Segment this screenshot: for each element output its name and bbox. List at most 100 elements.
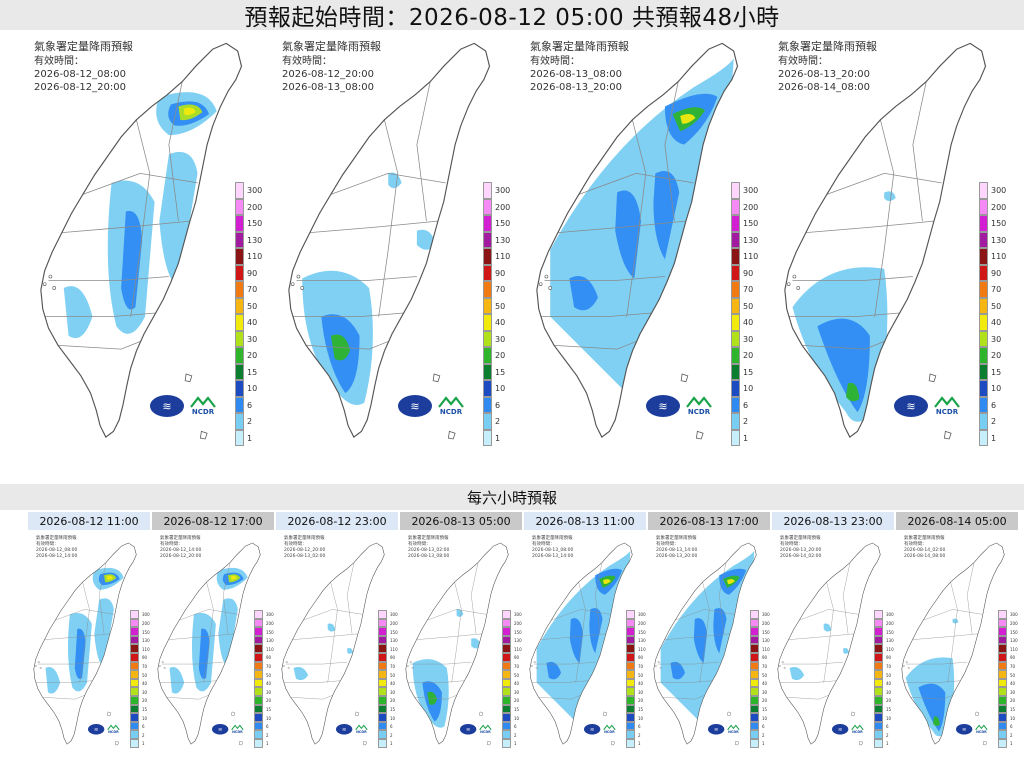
colorbar-cell (731, 347, 740, 364)
colorbar-level-label: 70 (142, 663, 148, 669)
six-hour-forecast-panel: 2026-08-14 05:00 300 200 150 130 110 90 70 50 40 3… (896, 512, 1018, 762)
small-panel-header-text: 氣象署定量降雨預報 有效時間： 2026-08-12_14:00 2026-08-12… (160, 536, 201, 560)
colorbar-cell (502, 635, 511, 645)
colorbar-cell (130, 670, 139, 679)
forecast-time-label[interactable]: 2026-08-13 23:00 (772, 512, 894, 530)
forecast-time-label[interactable]: 2026-08-14 05:00 (896, 512, 1018, 530)
valid-time-label: 有效時間： (34, 56, 84, 67)
colorbar-level-label: 70 (886, 663, 892, 669)
colorbar-level-label: 1 (743, 433, 749, 443)
rain-area-5 (198, 628, 210, 679)
colorbar-cell (378, 678, 387, 688)
big-1-rain-colorbar (483, 182, 492, 446)
colorbar-level-label: 70 (266, 663, 272, 669)
colorbar-level-label: 20 (638, 698, 644, 704)
county-border-0 (82, 172, 198, 195)
big-0-taiwan-map (40, 42, 243, 440)
county-border-2 (781, 661, 844, 665)
colorbar-level-label: 1 (247, 433, 253, 443)
ncdr-mountain-icon (851, 724, 864, 731)
penghu-island-0 (48, 274, 53, 279)
county-border-6 (912, 81, 927, 222)
colorbar-cell (998, 644, 1007, 653)
colorbar-level-label: 150 (495, 219, 511, 229)
county-border-1 (540, 633, 606, 640)
colorbar-cell (502, 670, 511, 679)
county-border-6 (99, 562, 107, 634)
small-valid-start-time: 2026-08-13_08:00 (532, 548, 574, 553)
colorbar-cell (998, 661, 1007, 671)
colorbar-level-label: 300 (142, 612, 150, 618)
forecast-time-label[interactable]: 2026-08-13 11:00 (524, 512, 646, 530)
ncdr-logo: NCDR (851, 724, 864, 734)
colorbar-level-label: 300 (991, 186, 1007, 196)
colorbar-cell (483, 297, 492, 314)
colorbar-cell (483, 330, 492, 347)
ncdr-logo: NCDR (603, 724, 616, 734)
colorbar-level-label: 15 (638, 706, 644, 712)
colorbar-level-label: 150 (762, 629, 770, 635)
taiwan-coastline (405, 542, 509, 745)
colorbar-level-label: 6 (247, 400, 253, 410)
colorbar-level-label: 2 (743, 417, 749, 427)
colorbar-cell (731, 413, 740, 430)
county-border-4 (166, 695, 209, 700)
colorbar-level-label: 10 (495, 384, 506, 394)
colorbar-cell (378, 721, 387, 731)
penghu-island-0 (409, 661, 412, 664)
colorbar-level-label: 50 (514, 672, 520, 678)
forecast-time-label[interactable]: 2026-08-12 11:00 (28, 512, 150, 530)
colorbar-level-label: 200 (1010, 620, 1018, 626)
offshore-island-1 (983, 740, 987, 746)
colorbar-level-label: 15 (514, 706, 520, 712)
colorbar-level-label: 50 (1010, 672, 1016, 678)
county-border-1 (788, 633, 854, 640)
forecast-time-label[interactable]: 2026-08-12 23:00 (276, 512, 398, 530)
colorbar-level-label: 70 (1010, 663, 1016, 669)
colorbar-cell (998, 695, 1007, 705)
colorbar-level-label: 10 (991, 384, 1002, 394)
small-5-taiwan-map (653, 542, 757, 746)
colorbar-level-label: 300 (638, 612, 646, 618)
panel-title: 氣象署定量降雨預報 (530, 40, 629, 53)
forecast-time-label[interactable]: 2026-08-12 17:00 (152, 512, 274, 530)
colorbar-level-label: 2 (495, 417, 501, 427)
colorbar-level-label: 40 (991, 318, 1002, 328)
colorbar-cell (731, 429, 740, 446)
small-valid-end-time: 2026-08-13_08:00 (408, 554, 450, 559)
forecast-time-label[interactable]: 2026-08-13 17:00 (648, 512, 770, 530)
forecast-time-label[interactable]: 2026-08-13 05:00 (400, 512, 522, 530)
ncdr-logo-text: NCDR (728, 730, 739, 735)
colorbar-level-label: 110 (142, 646, 150, 652)
cwa-logo: ≋ (398, 395, 432, 417)
colorbar-cell (378, 738, 387, 748)
colorbar-cell (998, 610, 1007, 619)
colorbar-cell (998, 627, 1007, 636)
ncdr-logo-text: NCDR (976, 730, 987, 735)
small-valid-time-label: 有效時間： (904, 542, 927, 547)
colorbar-level-label: 90 (638, 655, 644, 661)
county-border-6 (843, 562, 851, 634)
colorbar-level-label: 15 (762, 706, 768, 712)
colorbar-cell (502, 713, 511, 722)
colorbar-cell (750, 738, 759, 748)
colorbar-level-label: 50 (762, 672, 768, 678)
colorbar-level-label: 200 (638, 620, 646, 626)
colorbar-cell (874, 652, 883, 662)
colorbar-level-label: 110 (390, 646, 398, 652)
colorbar-level-label: 1 (266, 741, 269, 747)
colorbar-cell (378, 713, 387, 722)
valid-end-time: 2026-08-13_20:00 (530, 82, 622, 93)
colorbar-cell (235, 347, 244, 364)
small-valid-end-time: 2026-08-13_02:00 (284, 554, 326, 559)
taiwan-coastline (40, 42, 243, 438)
colorbar-level-label: 150 (266, 629, 274, 635)
offshore-island-0 (107, 711, 112, 717)
colorbar-cell (979, 231, 988, 248)
colorbar-cell (626, 713, 635, 722)
rain-area-4 (693, 618, 707, 664)
county-border-2 (161, 661, 224, 665)
county-border-1 (416, 633, 482, 640)
penghu-island-2 (300, 286, 305, 290)
colorbar-level-label: 130 (1010, 638, 1018, 644)
